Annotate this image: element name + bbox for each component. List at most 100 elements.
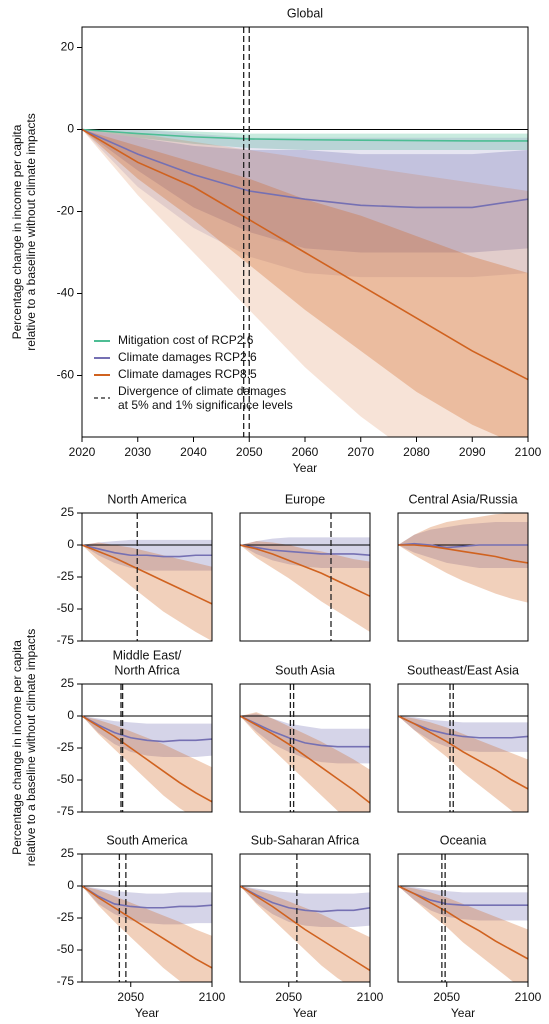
series-line xyxy=(240,715,370,804)
y-tick-label: 20 xyxy=(61,40,75,54)
series-line xyxy=(240,544,370,557)
y-axis-label: Percentage change in income per capita xyxy=(10,124,24,339)
uncertainty-band xyxy=(82,129,528,437)
y-axis-label: Percentage change in income per capita xyxy=(10,640,24,855)
plot-area xyxy=(82,854,212,982)
uncertainty-band xyxy=(240,886,370,982)
series-line xyxy=(82,715,212,743)
x-tick-label: 2100 xyxy=(199,990,226,1004)
x-tick-label: 2080 xyxy=(403,445,430,459)
panel-title: Central Asia/Russia xyxy=(408,492,517,506)
x-axis-label: Year xyxy=(451,1006,475,1020)
frame xyxy=(397,683,529,813)
plot-area xyxy=(82,27,528,437)
x-tick-label: 2020 xyxy=(69,445,96,459)
x-tick-label: 2050 xyxy=(275,990,302,1004)
plot-area xyxy=(398,684,528,812)
frame xyxy=(81,512,213,642)
panel: North America -75 -50 -25 0 25 xyxy=(57,492,213,647)
panel-title: Sub-Saharan Africa xyxy=(251,833,359,847)
frame xyxy=(81,26,529,438)
panel: Central Asia/Russia xyxy=(397,492,529,642)
series-line xyxy=(240,885,370,972)
frame xyxy=(81,853,213,983)
panel-title: South America xyxy=(106,833,187,847)
uncertainty-band xyxy=(82,129,528,278)
y-tick-label: 0 xyxy=(67,122,74,136)
panel-title: Southeast/East Asia xyxy=(407,663,519,677)
series-line xyxy=(398,715,528,790)
x-tick-label: 2040 xyxy=(180,445,207,459)
series-line xyxy=(240,544,370,597)
y-tick-label: -75 xyxy=(57,804,75,818)
series-line xyxy=(82,715,212,803)
series-line xyxy=(82,885,212,909)
legend-label: at 5% and 1% significance levels xyxy=(118,398,293,412)
x-tick-label: 2100 xyxy=(357,990,384,1004)
frame xyxy=(397,512,529,642)
frame xyxy=(239,512,371,642)
series-line xyxy=(82,885,212,969)
series-line xyxy=(398,885,528,960)
panel-title: Europe xyxy=(285,492,325,506)
y-tick-label: -50 xyxy=(57,942,75,956)
series-line xyxy=(82,128,528,209)
plot-area xyxy=(240,513,370,641)
legend-label: Climate damages RCP8.5 xyxy=(118,367,257,381)
x-tick-label: 2100 xyxy=(515,990,542,1004)
legend-label: Climate damages RCP2.6 xyxy=(118,350,257,364)
uncertainty-band xyxy=(82,129,528,253)
y-tick-label: -60 xyxy=(57,368,75,382)
panel: Southeast/East Asia xyxy=(397,663,529,813)
series-line xyxy=(82,128,528,381)
frame xyxy=(239,853,371,983)
y-tick-label: -50 xyxy=(57,601,75,615)
series-line xyxy=(240,885,370,913)
uncertainty-band xyxy=(82,716,212,812)
plot-area xyxy=(82,513,212,641)
x-tick-label: 2050 xyxy=(236,445,263,459)
plot-area xyxy=(82,684,212,812)
uncertainty-band xyxy=(82,716,212,757)
x-axis-label: Year xyxy=(293,1006,317,1020)
y-tick-label: 0 xyxy=(67,537,74,551)
series-line xyxy=(82,128,528,142)
uncertainty-band xyxy=(82,886,212,925)
y-tick-label: 0 xyxy=(67,878,74,892)
plot-area xyxy=(240,854,370,982)
uncertainty-band xyxy=(82,542,212,641)
uncertainty-band xyxy=(398,513,528,603)
y-tick-label: -75 xyxy=(57,974,75,988)
panel: South Asia xyxy=(239,663,371,813)
uncertainty-band xyxy=(240,886,370,927)
y-tick-label: 0 xyxy=(67,708,74,722)
x-tick-label: 2060 xyxy=(292,445,319,459)
uncertainty-band xyxy=(240,713,370,764)
panel: Sub-Saharan Africa 2050 2100 Year xyxy=(239,833,384,1020)
plot-area xyxy=(240,684,370,812)
series-line xyxy=(82,544,212,558)
panel-title: Global xyxy=(287,6,323,20)
panel-title: North Africa xyxy=(114,663,179,677)
y-tick-label: 25 xyxy=(61,846,75,860)
y-tick-label: -25 xyxy=(57,740,75,754)
panel: Oceania 2050 2100 Year xyxy=(397,833,542,1020)
uncertainty-band xyxy=(398,716,528,812)
panel-title: North America xyxy=(107,492,186,506)
uncertainty-band xyxy=(398,886,528,921)
y-tick-label: 25 xyxy=(61,505,75,519)
x-tick-label: 2030 xyxy=(124,445,151,459)
plot-area xyxy=(398,854,528,982)
panel: South America -75 -50 -25 0 25 2050 2100 Year xyxy=(57,833,226,1020)
y-tick-label: -25 xyxy=(57,569,75,583)
uncertainty-band xyxy=(398,716,528,752)
x-axis-label: Year xyxy=(135,1006,159,1020)
y-axis-label: relative to a baseline without climate i… xyxy=(24,629,38,866)
x-axis-label: Year xyxy=(293,461,317,475)
x-tick-label: 2070 xyxy=(347,445,374,459)
frame xyxy=(81,683,213,813)
panel: Middle East/North Africa -75 -50 -25 0 25 xyxy=(57,648,213,818)
uncertainty-band xyxy=(398,886,528,982)
uncertainty-band xyxy=(240,712,370,812)
